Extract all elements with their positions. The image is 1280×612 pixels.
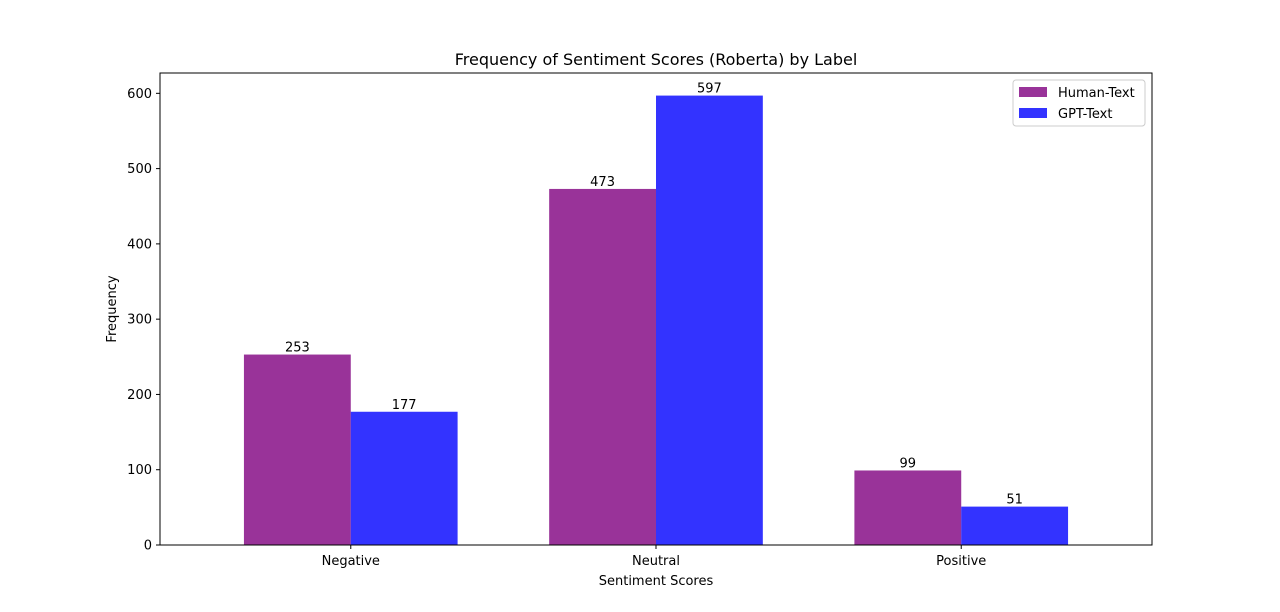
bar-human-text-positive [854, 470, 962, 545]
legend-label-gpt-text: GPT-Text [1058, 107, 1112, 122]
bar-value-label: 473 [590, 175, 615, 190]
chart-title: Frequency of Sentiment Scores (Roberta) … [455, 50, 858, 69]
bar-gpt-text-neutral [656, 95, 763, 545]
bar-human-text-negative [243, 354, 351, 545]
x-axis-label: Sentiment Scores [599, 574, 714, 589]
y-axis-label: Frequency [105, 275, 120, 342]
bar-value-label: 597 [697, 82, 722, 97]
x-tick-label-neutral: Neutral [632, 554, 680, 569]
bar-value-label: 99 [900, 456, 917, 471]
y-tick-label: 0 [144, 539, 152, 554]
bar-value-label: 177 [392, 398, 417, 413]
x-axis: Negative Neutral Positive [322, 545, 986, 569]
x-tick-label-negative: Negative [322, 554, 380, 569]
legend-label-human-text: Human-Text [1058, 86, 1135, 101]
x-tick-label-positive: Positive [936, 554, 986, 569]
y-tick-label: 500 [127, 162, 152, 177]
bar-gpt-text-positive [961, 506, 1069, 545]
y-axis: 0 100 200 300 400 500 600 [127, 87, 160, 554]
legend-swatch-gpt-text [1019, 108, 1047, 118]
legend: Human-Text GPT-Text [1012, 79, 1146, 127]
bar-gpt-text-negative [350, 411, 458, 545]
bar-human-text-neutral [549, 188, 656, 546]
legend-swatch-human-text [1019, 87, 1047, 97]
y-tick-label: 100 [127, 463, 152, 478]
bars-group [243, 95, 1069, 546]
y-tick-label: 600 [127, 87, 152, 102]
y-tick-label: 300 [127, 313, 152, 328]
bar-labels-group: 253 473 99 177 597 51 [285, 82, 1023, 508]
bar-value-label: 253 [285, 341, 310, 356]
y-tick-label: 200 [127, 388, 152, 403]
bar-value-label: 51 [1006, 493, 1023, 508]
y-tick-label: 400 [127, 237, 152, 252]
